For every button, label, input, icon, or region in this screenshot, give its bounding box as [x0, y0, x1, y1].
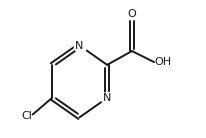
Text: Cl: Cl: [21, 111, 32, 121]
Text: N: N: [103, 93, 111, 103]
Text: O: O: [128, 9, 136, 19]
Text: N: N: [75, 41, 84, 51]
Text: OH: OH: [155, 57, 172, 67]
